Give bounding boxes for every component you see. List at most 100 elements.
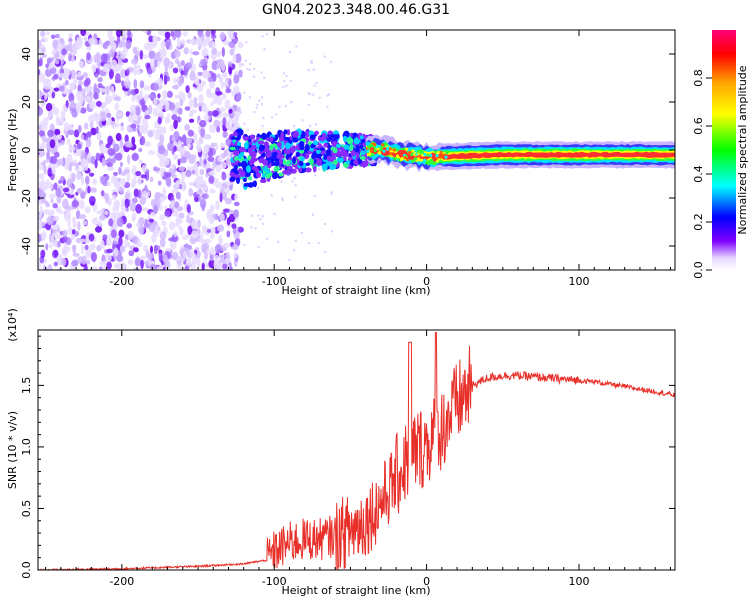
- heatmap-cell: [145, 249, 150, 259]
- heatmap-cell: [84, 151, 88, 160]
- heatmap-cell: [230, 136, 236, 140]
- heatmap-cell: [234, 193, 239, 201]
- heatmap-cell: [293, 136, 298, 143]
- heatmap-cell: [106, 162, 113, 168]
- heatmap-cell: [219, 161, 227, 169]
- colorbar-ticks: 0.0 0.2 0.4 0.6 0.8: [692, 69, 712, 279]
- heatmap-cell: [85, 31, 91, 37]
- x-tick-label: 100: [568, 575, 589, 588]
- heatmap-cell: [224, 99, 231, 110]
- heatmap-cell: [207, 156, 215, 163]
- heatmap-cell: [173, 119, 178, 130]
- heatmap-cell: [210, 246, 215, 256]
- snr-x-ticks: -200 -100 0 100: [45, 330, 671, 588]
- heatmap-cell: [139, 80, 145, 89]
- heatmap-cell: [172, 67, 179, 74]
- heatmap-cell: [241, 63, 245, 66]
- heatmap-cell: [47, 109, 53, 119]
- heatmap-cell: [243, 183, 248, 187]
- heatmap-cell: [310, 60, 313, 63]
- heatmap-cell: [263, 76, 266, 80]
- colorbar-tick-label: 0.6: [692, 117, 705, 135]
- heatmap-cell: [274, 113, 278, 116]
- heatmap-cell: [353, 137, 360, 145]
- heatmap-cell: [210, 101, 214, 107]
- heatmap-cell: [194, 181, 200, 189]
- heatmap-cell: [234, 156, 239, 161]
- heatmap-cell: [221, 183, 228, 189]
- heatmap-cell: [132, 235, 139, 245]
- heatmap-cell: [84, 237, 91, 244]
- heatmap-cell: [131, 214, 135, 221]
- heatmap-cell: [162, 187, 167, 196]
- heatmap-cell: [235, 137, 239, 141]
- heatmap-cell: [280, 131, 284, 139]
- heatmap-cell: [83, 86, 91, 93]
- heatmap-cell: [174, 49, 181, 58]
- heatmap-cell: [159, 214, 165, 221]
- heatmap-cell: [106, 112, 112, 119]
- heatmap-cell: [234, 53, 242, 64]
- heatmap-cell: [69, 145, 76, 152]
- heatmap-cell: [84, 187, 89, 195]
- heatmap-cell: [127, 259, 134, 265]
- heatmap-cell: [213, 259, 220, 270]
- heatmap-cell: [283, 136, 291, 141]
- heatmap-cell: [127, 30, 131, 38]
- heatmap-cell: [252, 75, 256, 79]
- heatmap-cell: [300, 231, 303, 235]
- heatmap-cell: [251, 145, 257, 150]
- heatmap-cell: [139, 196, 146, 206]
- heatmap-cell: [232, 38, 238, 44]
- heatmap-cell: [159, 134, 165, 144]
- heatmap-cell: [209, 232, 215, 239]
- heatmap-cell: [130, 123, 137, 129]
- heatmap-cell: [233, 252, 238, 258]
- heatmap-cell: [73, 159, 77, 164]
- heatmap-cell: [120, 177, 126, 186]
- heatmap-cell: [203, 159, 207, 165]
- heatmap-cell: [147, 68, 153, 75]
- heatmap-cell: [227, 30, 235, 37]
- heatmap-cell: [189, 71, 196, 81]
- heatmap-cell: [174, 181, 179, 189]
- heatmap-cell: [125, 207, 129, 212]
- heatmap-cell: [83, 122, 89, 130]
- heatmap-cell: [143, 85, 151, 91]
- heatmap-cell: [133, 267, 140, 270]
- heatmap-cell: [41, 230, 47, 241]
- heatmap-cell: [221, 172, 227, 181]
- heatmap-cell: [40, 99, 46, 108]
- heatmap-cell: [414, 157, 418, 161]
- heatmap-cell: [329, 60, 333, 64]
- heatmap-cell: [38, 130, 46, 137]
- heatmap-cell: [38, 173, 45, 180]
- heatmap-cell: [108, 68, 114, 79]
- heatmap-cell: [373, 143, 377, 147]
- heatmap-cell: [62, 229, 68, 237]
- heatmap-cell: [176, 38, 181, 48]
- heatmap-cell: [371, 152, 375, 157]
- heatmap-cell: [299, 145, 305, 151]
- heatmap-cell: [173, 77, 177, 84]
- heatmap-cell: [52, 202, 58, 209]
- heatmap-cell: [112, 220, 118, 231]
- heatmap-cell: [51, 91, 55, 99]
- x-tick-label: 0: [423, 275, 430, 288]
- heatmap-cell: [173, 30, 181, 37]
- heatmap-cell: [135, 170, 142, 177]
- heatmap-cell: [196, 145, 202, 153]
- heatmap-cell: [338, 157, 344, 163]
- heatmap-cell: [144, 171, 150, 181]
- heatmap-cell: [228, 213, 236, 223]
- heatmap-cell: [221, 92, 227, 100]
- heatmap-cell: [208, 175, 215, 184]
- heatmap-cell: [271, 153, 277, 161]
- heatmap-cell: [353, 159, 359, 165]
- heatmap-cell: [87, 185, 91, 194]
- heatmap-cell: [188, 99, 194, 108]
- heatmap-cell: [87, 152, 92, 159]
- heatmap-cell: [291, 145, 297, 151]
- heatmap-cell: [305, 167, 312, 173]
